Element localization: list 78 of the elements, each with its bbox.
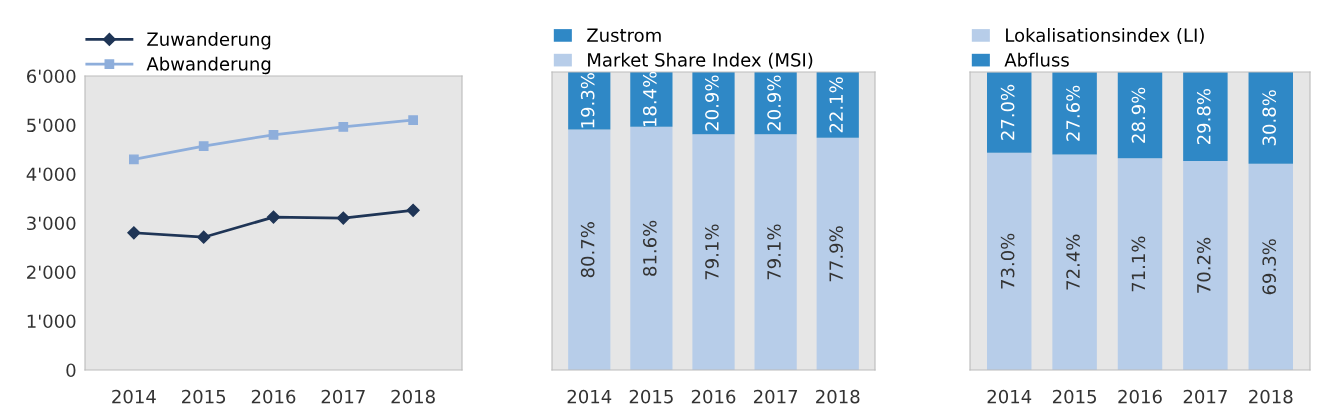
data-label: 72.4%	[1066, 234, 1080, 290]
bar	[1117, 158, 1163, 370]
point	[266, 210, 281, 224]
bar	[630, 72, 673, 127]
point	[406, 203, 420, 217]
data-label: 70.2%	[1196, 237, 1211, 293]
point	[338, 122, 349, 132]
legend-label: Zustrom	[587, 28, 661, 42]
data-label: 71.1%	[1131, 236, 1146, 292]
y-tick-label: 1'000	[27, 314, 76, 329]
data-label: 77.9%	[829, 226, 843, 282]
point	[198, 141, 209, 151]
data-label: 29.8%	[1196, 88, 1211, 145]
x-tick-label: 2014	[987, 389, 1032, 404]
x-tick-label: 2014	[567, 389, 612, 404]
x-tick-label: 2015	[1052, 389, 1097, 404]
data-label: 81.6%	[642, 220, 657, 276]
data-label: 27.0%	[1000, 84, 1015, 140]
bar	[1117, 72, 1163, 159]
x-tick-label: 2017	[753, 389, 798, 404]
x-tick-label: 2016	[691, 389, 736, 404]
data-label: 73.0%	[1000, 233, 1015, 289]
legend-label: Zuwanderung	[147, 32, 271, 50]
bar	[568, 72, 611, 130]
x-tick-label: 2016	[251, 389, 296, 404]
x-tick-label: 2014	[112, 389, 156, 404]
y-tick-label: 4'000	[26, 167, 76, 182]
y-tick-label: 2'000	[27, 265, 76, 280]
x-tick-label: 2018	[391, 389, 435, 404]
x-tick-label: 2017	[321, 389, 365, 404]
data-label: 30.8%	[1262, 90, 1277, 146]
data-label: 20.9%	[705, 75, 719, 131]
point	[127, 226, 141, 240]
data-label: 69.3%	[1262, 239, 1277, 295]
point	[197, 230, 211, 244]
x-tick-label: 2018	[816, 389, 860, 404]
bar	[692, 134, 735, 370]
data-label: 79.1%	[705, 224, 719, 280]
data-label: 19.3%	[580, 73, 595, 128]
legend-label: Abfluss	[1004, 52, 1069, 67]
x-tick-label: 2017	[1183, 389, 1227, 404]
y-tick-label: 0	[66, 363, 76, 378]
bar	[568, 129, 611, 370]
x-tick-label: 2015	[629, 389, 673, 404]
data-label: 79.1%	[767, 224, 781, 280]
bar	[692, 72, 735, 135]
bar	[1183, 72, 1228, 162]
data-label: 27.6%	[1066, 85, 1080, 141]
legend-label: Abwanderung	[146, 56, 271, 75]
data-label: 28.9%	[1131, 87, 1146, 143]
bar	[1248, 72, 1293, 164]
bar	[754, 72, 797, 135]
bar	[1052, 154, 1097, 370]
point	[268, 129, 279, 140]
x-tick-label: 2016	[1118, 389, 1162, 404]
point	[336, 211, 350, 225]
bar	[1183, 161, 1228, 370]
legend-label: Lokalisationsindex (LI)	[1006, 28, 1204, 45]
legend-label: Market Share Index (MSI)	[588, 52, 813, 69]
point	[129, 154, 139, 165]
bar	[630, 126, 673, 370]
x-tick-label: 2015	[182, 389, 226, 404]
data-label: 18.4%	[642, 71, 657, 127]
bar	[816, 72, 859, 138]
bar	[987, 72, 1032, 153]
y-tick-label: 6'000	[27, 69, 76, 84]
bar	[1248, 163, 1293, 370]
bar	[754, 134, 797, 370]
y-tick-label: 3'000	[27, 216, 76, 231]
data-label: 80.7%	[580, 222, 595, 278]
bar	[1052, 72, 1097, 155]
y-tick-label: 5'000	[27, 118, 76, 133]
point	[408, 115, 418, 125]
data-label: 22.1%	[829, 77, 843, 133]
bar	[987, 152, 1032, 370]
bar	[816, 137, 859, 370]
x-tick-label: 2018	[1249, 389, 1293, 404]
data-label: 20.9%	[767, 75, 781, 131]
